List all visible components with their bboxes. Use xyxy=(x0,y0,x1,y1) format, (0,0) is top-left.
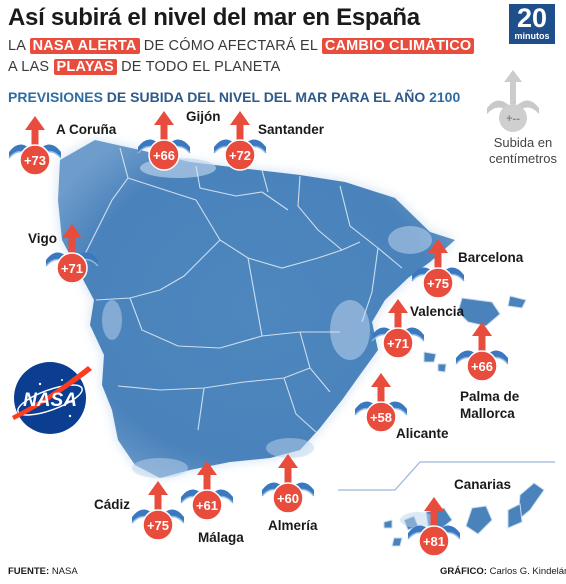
highlight-cambio-climatico: CAMBIO CLIMÁTICO xyxy=(321,38,475,54)
forecast-header-b: DE SUBIDA DEL NIVEL DEL MAR PARA EL AÑO xyxy=(102,89,430,105)
footer-credit-label: GRÁFICO: xyxy=(440,566,487,577)
region-borders xyxy=(77,147,403,433)
marker-santander: +72 xyxy=(213,111,267,171)
legend-symbol: +-- xyxy=(487,70,539,132)
value-text: +81 xyxy=(423,534,445,549)
subtitle-text: DE CÓMO AFECTARÁ EL xyxy=(139,38,322,54)
subtitle-text: LA xyxy=(8,38,30,54)
value-text: +72 xyxy=(229,148,251,163)
value-badge xyxy=(422,267,454,299)
footer-source: FUENTE: NASA xyxy=(8,566,78,577)
page-title: Así subirá el nivel del mar en España xyxy=(8,4,420,31)
subtitle-text: A LAS xyxy=(8,59,54,75)
value-text: +75 xyxy=(147,518,169,533)
marker-alicante: +58 xyxy=(354,373,408,433)
footer-credit-value: Carlos G. Kindelán xyxy=(489,566,566,577)
footer-credit: GRÁFICO: Carlos G. Kindelán xyxy=(440,566,566,577)
value-text: +66 xyxy=(471,359,493,374)
subtitle-line-1: LA NASA ALERTA DE CÓMO AFECTARÁ EL CAMBI… xyxy=(8,38,475,54)
city-label-almeria: Almería xyxy=(268,518,318,533)
value-badge xyxy=(56,252,88,284)
city-label-a-coruna: A Coruña xyxy=(56,122,117,137)
city-label-vigo: Vigo xyxy=(28,231,58,246)
city-label-palma: Palma de Mallorca xyxy=(460,389,520,421)
marker-a-coruna: +73 xyxy=(8,116,62,176)
value-text: +58 xyxy=(370,410,392,425)
city-label-barcelona: Barcelona xyxy=(458,250,524,265)
footer-source-value: NASA xyxy=(51,566,78,577)
city-label-malaga: Málaga xyxy=(198,530,244,545)
marker-almeria: +60 xyxy=(261,454,315,514)
subtitle-line-2: A LAS PLAYAS DE TODO EL PLANETA xyxy=(8,59,281,75)
nasa-logo-text: NASA xyxy=(23,390,77,411)
city-markers: +73 +66 +72 +71 +75 +71 +66 +58 +60 +61 +75 +81 xyxy=(8,111,509,557)
logo-word: minutos xyxy=(514,31,550,41)
marker-barcelona: +75 xyxy=(411,239,465,299)
value-badge xyxy=(272,482,304,514)
city-label-gijon: Gijón xyxy=(186,109,221,124)
value-badge xyxy=(382,327,414,359)
value-badge xyxy=(418,525,450,557)
city-label-santander: Santander xyxy=(258,122,325,137)
marker-cadiz: +75 xyxy=(131,481,185,541)
value-text: +75 xyxy=(427,276,449,291)
20minutos-logo: 20 minutos xyxy=(509,4,555,44)
value-badge xyxy=(191,489,223,521)
value-text: +71 xyxy=(61,261,83,276)
forecast-header: PREVISIONES DE SUBIDA DEL NIVEL DEL MAR … xyxy=(8,89,460,105)
marker-canarias: +81 xyxy=(407,497,461,557)
marker-vigo: +71 xyxy=(45,224,99,284)
footer-source-label: FUENTE: xyxy=(8,566,50,577)
marker-valencia: +71 xyxy=(371,299,425,359)
value-badge xyxy=(142,509,174,541)
value-text: +71 xyxy=(387,336,409,351)
forecast-header-a: PREVISIONES xyxy=(8,89,103,105)
value-text: +66 xyxy=(153,148,175,163)
city-label-cadiz: Cádiz xyxy=(94,497,131,512)
subtitle-text: DE TODO EL PLANETA xyxy=(116,59,281,75)
value-text: +73 xyxy=(24,153,46,168)
city-label-alicante: Alicante xyxy=(396,426,449,441)
highlight-nasa-alerta: NASA ALERTA xyxy=(29,38,140,54)
value-text: +61 xyxy=(196,498,218,513)
marker-gijon: +66 xyxy=(137,111,191,171)
value-badge xyxy=(224,139,256,171)
city-label-valencia: Valencia xyxy=(410,304,465,319)
value-text: +60 xyxy=(277,491,299,506)
spain-peninsula xyxy=(58,140,455,478)
value-badge xyxy=(365,401,397,433)
logo-number: 20 xyxy=(516,3,548,33)
marker-malaga: +61 xyxy=(180,461,234,521)
value-badge xyxy=(466,350,498,382)
marker-palma-de-mallorca: +66 xyxy=(455,322,509,382)
city-label-canarias: Canarias xyxy=(454,477,512,492)
value-badge xyxy=(19,144,51,176)
forecast-header-year: 2100 xyxy=(429,89,461,105)
legend-symbol-text: +-- xyxy=(506,113,520,125)
legend-label: Subida en centímetros xyxy=(489,135,557,166)
nasa-logo: NASA xyxy=(12,362,92,434)
value-badge xyxy=(148,139,180,171)
highlight-playas: PLAYAS xyxy=(53,59,117,75)
